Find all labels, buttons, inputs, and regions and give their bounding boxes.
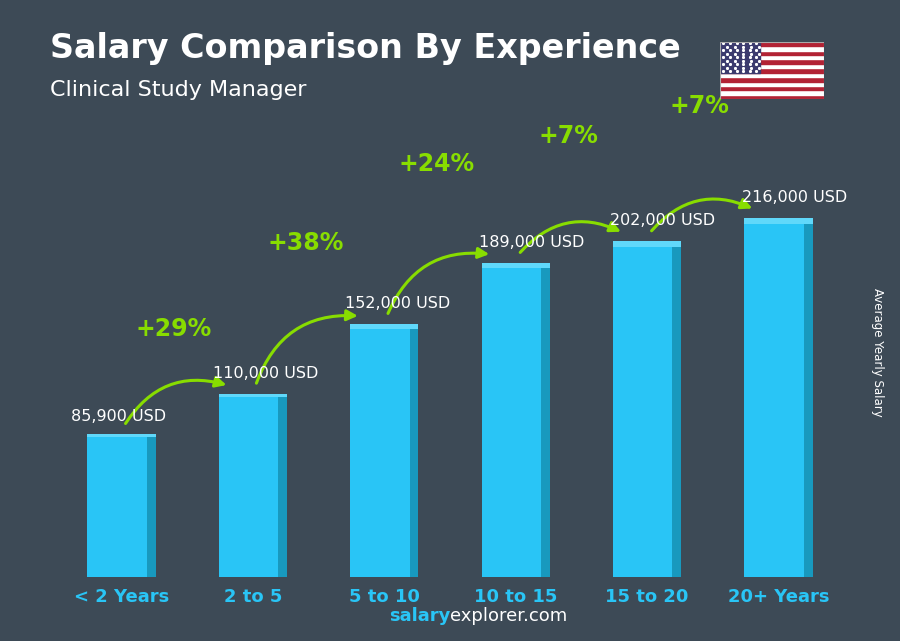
Bar bbox=[350, 324, 418, 329]
Bar bbox=[350, 324, 418, 577]
Text: 189,000 USD: 189,000 USD bbox=[479, 235, 584, 249]
Bar bbox=[720, 42, 760, 72]
Text: +38%: +38% bbox=[267, 231, 344, 254]
Bar bbox=[613, 241, 681, 577]
Bar bbox=[720, 69, 824, 72]
Text: 152,000 USD: 152,000 USD bbox=[345, 296, 450, 311]
Bar bbox=[744, 218, 813, 577]
Bar bbox=[720, 72, 824, 77]
Bar bbox=[720, 42, 824, 46]
Bar bbox=[720, 51, 824, 55]
Bar bbox=[482, 263, 550, 577]
Bar bbox=[744, 218, 813, 224]
Text: 110,000 USD: 110,000 USD bbox=[213, 366, 319, 381]
Text: +29%: +29% bbox=[136, 317, 212, 341]
Bar bbox=[720, 64, 824, 69]
Bar bbox=[219, 394, 287, 397]
Bar bbox=[87, 434, 156, 577]
Bar bbox=[720, 81, 824, 86]
Text: 85,900 USD: 85,900 USD bbox=[71, 409, 166, 424]
Bar bbox=[720, 90, 824, 95]
Text: +7%: +7% bbox=[538, 124, 598, 148]
Text: explorer.com: explorer.com bbox=[450, 607, 567, 625]
Bar bbox=[278, 394, 287, 577]
Bar bbox=[87, 434, 156, 437]
Bar bbox=[482, 263, 550, 269]
Text: 216,000 USD: 216,000 USD bbox=[742, 190, 847, 204]
Bar bbox=[410, 324, 418, 577]
Bar bbox=[147, 434, 156, 577]
Bar bbox=[541, 263, 550, 577]
Text: salary: salary bbox=[389, 607, 450, 625]
Bar bbox=[672, 241, 681, 577]
Text: 202,000 USD: 202,000 USD bbox=[610, 213, 716, 228]
Text: +7%: +7% bbox=[670, 94, 730, 118]
Bar bbox=[720, 77, 824, 81]
Bar bbox=[613, 241, 681, 247]
Bar bbox=[720, 46, 824, 51]
Bar bbox=[804, 218, 813, 577]
Bar bbox=[720, 86, 824, 90]
Bar bbox=[219, 394, 287, 577]
Bar bbox=[720, 60, 824, 64]
Text: Average Yearly Salary: Average Yearly Salary bbox=[871, 288, 884, 417]
Text: Clinical Study Manager: Clinical Study Manager bbox=[50, 80, 306, 100]
Bar bbox=[720, 95, 824, 99]
Text: +24%: +24% bbox=[399, 153, 475, 176]
Text: Salary Comparison By Experience: Salary Comparison By Experience bbox=[50, 32, 680, 65]
Bar bbox=[720, 55, 824, 60]
